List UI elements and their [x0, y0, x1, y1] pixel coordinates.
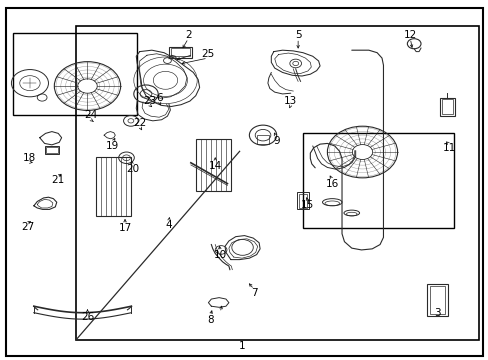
Text: 3: 3	[433, 308, 440, 318]
Text: 27: 27	[21, 222, 34, 231]
Text: 25: 25	[201, 49, 214, 59]
Text: 26: 26	[81, 312, 94, 322]
Text: 15: 15	[301, 200, 314, 210]
Text: 17: 17	[118, 224, 131, 233]
Text: 12: 12	[403, 30, 416, 40]
Bar	[195, 139, 230, 191]
Text: 18: 18	[22, 153, 36, 163]
Text: 1: 1	[238, 341, 245, 351]
Bar	[429, 286, 445, 314]
Text: 14: 14	[208, 161, 222, 171]
Bar	[46, 147, 58, 153]
Text: 23: 23	[142, 96, 156, 106]
Text: 19: 19	[106, 141, 119, 151]
Bar	[297, 192, 309, 210]
Bar	[168, 46, 192, 58]
Bar	[427, 284, 447, 316]
Text: 9: 9	[272, 136, 279, 145]
Bar	[256, 135, 269, 144]
Text: 10: 10	[213, 250, 226, 260]
Text: 5: 5	[294, 30, 301, 40]
Text: 21: 21	[52, 175, 65, 185]
Text: 22: 22	[133, 118, 146, 128]
Text: 20: 20	[125, 164, 139, 174]
Bar	[76, 26, 478, 339]
Bar	[44, 146, 59, 154]
Bar	[96, 157, 131, 216]
Text: 2: 2	[185, 30, 191, 40]
Bar	[171, 48, 189, 56]
Bar	[299, 194, 307, 208]
Text: 11: 11	[442, 143, 455, 153]
Text: 7: 7	[250, 288, 257, 298]
Text: 16: 16	[325, 179, 338, 189]
Bar	[303, 134, 453, 228]
Text: 13: 13	[284, 96, 297, 106]
Bar	[13, 33, 137, 116]
Text: 8: 8	[206, 315, 213, 325]
Bar	[439, 98, 454, 116]
Text: 4: 4	[165, 220, 172, 230]
Text: 6: 6	[156, 93, 162, 103]
Bar	[441, 99, 452, 114]
Text: 24: 24	[84, 111, 97, 121]
